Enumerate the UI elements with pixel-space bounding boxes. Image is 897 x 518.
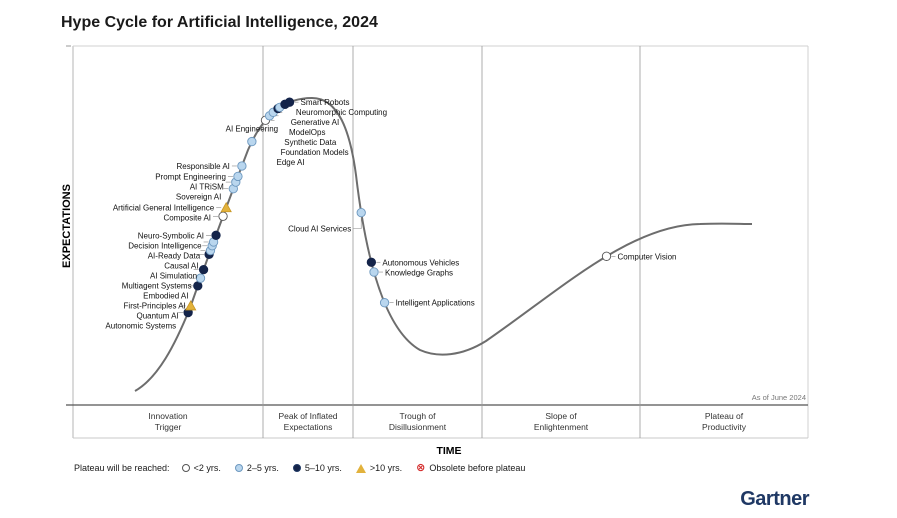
point-responsible-ai: [237, 161, 247, 171]
legend-label-obsolete: Obsolete before plateau: [429, 463, 526, 473]
legend-item-5to10: 5–10 yrs.: [292, 463, 342, 473]
label-smart-robots: Smart Robots: [301, 98, 350, 107]
legend-item-2to5: 2–5 yrs.: [234, 463, 279, 473]
phase-label: Plateau of: [705, 411, 744, 421]
point-multiagent-systems: [198, 264, 209, 275]
label-autonomic-systems: Autonomic Systems: [105, 321, 176, 330]
point-cloud-ai-services: [356, 207, 366, 218]
point-quantum-ai: [185, 300, 197, 311]
label-intelligent-applications: Intelligent Applications: [396, 299, 475, 308]
label-ai-trism: AI TRiSM: [190, 182, 224, 191]
point-prompt-engineering: [233, 171, 243, 182]
phase-label: Enlightenment: [534, 422, 589, 432]
label-ai-simulation: AI Simulation: [150, 271, 197, 280]
point-artificial-general-intelligence: [220, 201, 232, 213]
label-sovereign-ai: Sovereign AI: [176, 192, 221, 201]
label-autonomous-vehicles: Autonomous Vehicles: [382, 258, 459, 267]
legend-item-lt2: <2 yrs.: [181, 463, 221, 473]
label-modelops: ModelOps: [289, 128, 325, 137]
phase-label: Disillusionment: [389, 422, 447, 432]
label-knowledge-graphs: Knowledge Graphs: [385, 268, 453, 277]
point-first-principles-ai: [193, 281, 203, 291]
label-artificial-general-intelligence: Artificial General Intelligence: [113, 204, 215, 213]
point-knowledge-graphs: [369, 267, 379, 277]
label-neuro-symbolic-ai: Neuro-Symbolic AI: [138, 231, 204, 240]
point-computer-vision: [601, 251, 612, 261]
point-composite-ai: [218, 211, 228, 221]
legend: Plateau will be reached: <2 yrs. 2–5 yrs…: [74, 461, 535, 474]
label-composite-ai: Composite AI: [163, 214, 211, 223]
legend-label-5to10: 5–10 yrs.: [304, 463, 342, 473]
point-embodied-ai: [195, 273, 206, 283]
legend-swatch-5to10: [292, 464, 301, 472]
label-computer-vision: Computer Vision: [618, 252, 677, 261]
label-foundation-models: Foundation Models: [281, 148, 349, 157]
leader-cloud-ai-services: [353, 217, 362, 229]
phase-label: Peak of Inflated: [278, 411, 337, 421]
label-responsible-ai: Responsible AI: [177, 162, 230, 171]
label-ai-ready-data: AI-Ready Data: [148, 251, 201, 260]
phase-label: Slope of: [545, 411, 577, 421]
label-neuromorphic-computing: Neuromorphic Computing: [296, 108, 387, 117]
legend-prefix: Plateau will be reached:: [74, 463, 170, 473]
legend-item-gt10: >10 yrs.: [355, 463, 403, 473]
legend-swatch-obsolete: ⊗: [416, 461, 426, 474]
legend-item-obsolete: ⊗ Obsolete before plateau: [416, 461, 526, 474]
phase-label: Expectations: [284, 422, 333, 432]
label-quantum-ai: Quantum AI: [136, 311, 178, 320]
legend-label-lt2: <2 yrs.: [193, 463, 221, 473]
label-decision-intelligence: Decision Intelligence: [128, 241, 202, 250]
phase-label: Trough of: [399, 411, 436, 421]
phase-label: Trigger: [155, 422, 182, 432]
phase-label: Innovation: [148, 411, 187, 421]
point-smart-robots: [284, 97, 295, 107]
hype-curve: [134, 96, 753, 392]
label-multiagent-systems: Multiagent Systems: [122, 281, 192, 290]
legend-swatch-gt10: [355, 463, 366, 473]
point-autonomous-vehicles: [366, 257, 377, 267]
gartner-logo: Gartner: [740, 488, 809, 510]
label-edge-ai: Edge AI: [276, 158, 304, 167]
x-axis-label: TIME: [436, 445, 461, 457]
label-ai-engineering: AI Engineering: [226, 125, 278, 134]
point-ai-engineering: [247, 136, 257, 147]
label-causal-ai: Causal AI: [164, 261, 198, 270]
label-embodied-ai: Embodied AI: [143, 291, 188, 300]
chart-title: Hype Cycle for Artificial Intelligence, …: [61, 14, 378, 31]
y-axis-label: EXPECTATIONS: [61, 184, 73, 268]
label-prompt-engineering: Prompt Engineering: [155, 172, 226, 181]
label-first-principles-ai: First-Principles AI: [124, 301, 186, 310]
label-generative-ai: Generative AI: [291, 118, 339, 127]
as-of-note: As of June 2024: [752, 393, 806, 402]
point-intelligent-applications: [379, 298, 390, 308]
legend-label-2to5: 2–5 yrs.: [246, 463, 279, 473]
label-cloud-ai-services: Cloud AI Services: [288, 225, 351, 234]
label-synthetic-data: Synthetic Data: [284, 138, 337, 147]
legend-label-gt10: >10 yrs.: [369, 463, 403, 473]
phase-label: Productivity: [702, 422, 747, 432]
point-neuro-symbolic-ai: [211, 230, 221, 240]
legend-swatch-lt2: [181, 464, 190, 472]
legend-swatch-2to5: [234, 464, 243, 472]
